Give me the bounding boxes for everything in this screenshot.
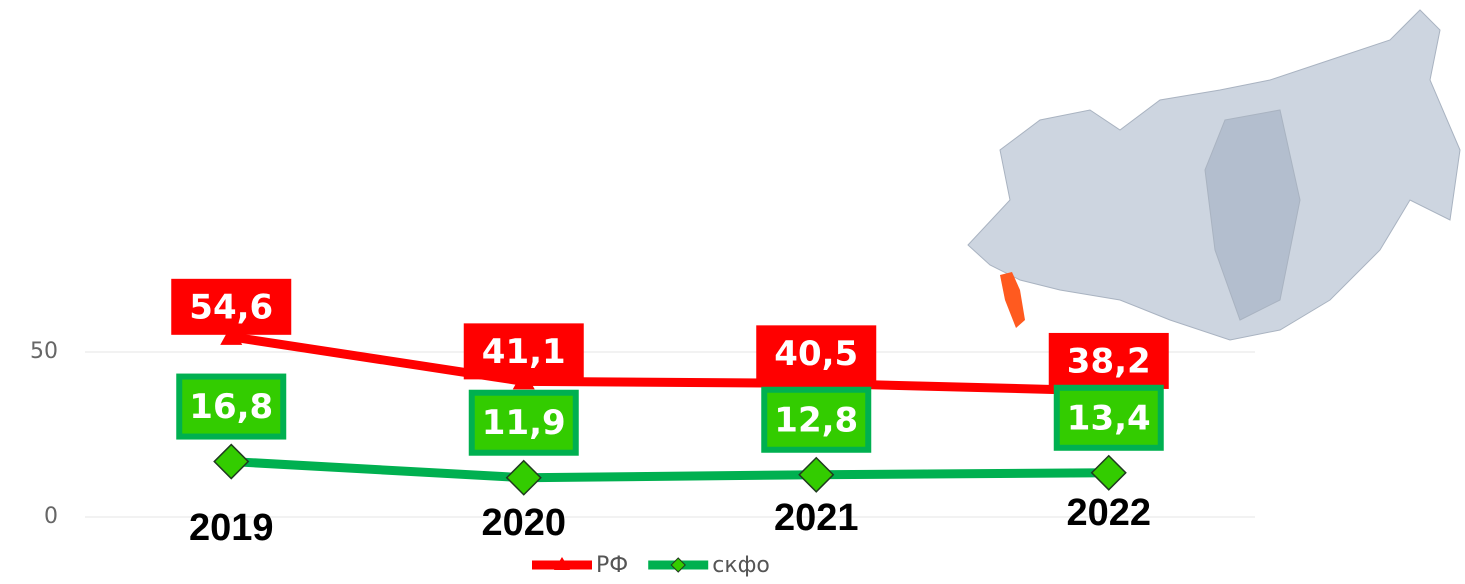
marker	[1090, 454, 1127, 491]
data-label: 41,1	[482, 332, 566, 372]
marker	[213, 443, 250, 480]
marker	[505, 459, 542, 496]
series-line	[231, 457, 1109, 483]
label-box	[468, 389, 579, 456]
legend-label: скфо	[712, 553, 770, 578]
label-box	[171, 278, 292, 335]
x-tick-label: 2021	[774, 497, 859, 539]
map	[967, 9, 1461, 341]
label-box	[1048, 332, 1169, 389]
legend-marker	[554, 557, 570, 570]
label-box	[756, 325, 877, 382]
data-label: 54,6	[189, 287, 273, 327]
y-tick-label: 0	[44, 504, 58, 529]
marker	[798, 456, 835, 493]
label-box	[463, 323, 584, 380]
x-tick-label: 2019	[189, 507, 274, 549]
series-line	[230, 332, 1109, 396]
data-label: 16,8	[189, 387, 273, 427]
label-box	[761, 386, 872, 453]
label-box	[1053, 384, 1164, 451]
data-label: 40,5	[774, 334, 858, 374]
data-label: 12,8	[774, 400, 858, 440]
legend-label: РФ	[596, 553, 628, 578]
legend-marker	[670, 557, 686, 573]
x-tick-label: 2020	[481, 502, 566, 544]
data-label: 13,4	[1067, 398, 1151, 438]
x-tick-label: 2022	[1066, 492, 1151, 534]
label-box	[176, 373, 287, 440]
data-label: 11,9	[482, 403, 566, 443]
y-tick-label: 50	[30, 339, 58, 364]
data-label: 38,2	[1067, 341, 1151, 381]
